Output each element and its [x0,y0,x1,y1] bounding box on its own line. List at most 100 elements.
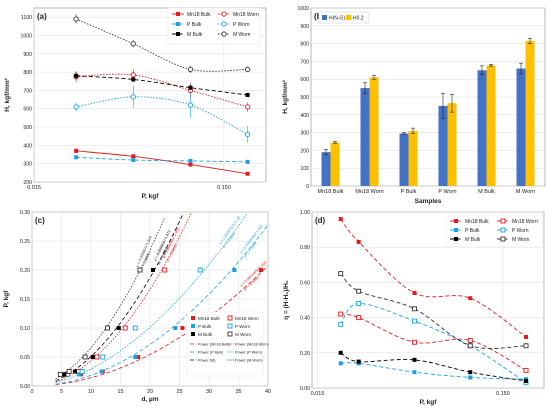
panel-a-data-point [74,155,79,160]
panel-b-legend-swatch [322,15,327,20]
panel-d-data-point [523,343,529,349]
panel-b-ytick-label: 800 [300,42,309,48]
panel-d-xtick-label: 0.150 [496,391,510,397]
panel-c-legend-label: P Bulk [198,324,212,329]
panel-d-data-point [412,306,417,312]
panel-a-series-line [76,156,248,163]
panel-c-legend-label: Power (P Bulk) [198,351,224,355]
panel-a-legend-label: P Bulk [187,22,202,28]
panel-c-legend-marker [191,332,195,336]
panel-d-data-point [467,338,473,343]
panel-d-data-point [338,311,344,317]
panel-d-data-point [412,370,417,375]
panel-a-hardness-vs-load: 200 300 400 500 600 700 800 900 1000 1100 0.015 0.1… [4,7,267,200]
panel-c-fit-r2: R² = 0.9969 [139,253,150,272]
panel-c-ytick-label: 0.05 [20,355,30,361]
panel-c-ytick-label: 0.00 [20,384,30,390]
panel-d-data-point [524,334,529,339]
panel-c-fit-curve [55,217,166,380]
panel-b-legend-label: H0.2 [353,16,364,22]
panel-c-data-point [150,268,155,272]
panel-c-xtick-label: 10 [88,389,94,395]
panel-c-ytick-label: 0.25 [20,239,30,245]
panel-b-ytick-label: 300 [300,131,309,137]
panel-d-data-point [356,315,362,321]
panel-b-legend-label: H(N-G) [329,16,345,22]
panel-b-ytick-label: 500 [300,95,309,101]
panel-a-ytick-label: 400 [23,143,32,149]
panel-d-legend-marker [500,218,506,224]
panel-c-data-point [116,326,121,330]
panel-a-data-point [73,16,79,22]
panel-c-ytick-label: 0.20 [20,268,30,274]
panel-c-xtick-label: 30 [206,389,212,395]
panel-c-legend-marker [191,316,195,320]
panel-d-data-point [468,375,473,380]
panel-d-legend-label: Mn18 Worn [512,219,538,225]
panel-c-xtick-label: 0 [30,389,33,395]
panel-d-xtick-label: 0.015 [311,391,325,397]
panel-c-fit-curve [55,212,248,384]
panel-a-ytick-label: 600 [23,107,32,113]
panel-d-legend-label: M Bulk [465,237,481,243]
panel-c-data-point [197,267,203,273]
panel-a-ytick-label: 1100 [21,15,32,21]
panel-a-data-point [74,148,79,153]
panel-c-data-point [173,326,178,330]
panel-c-data-point [232,268,237,272]
panel-d-data-point [468,370,473,375]
panel-d-data-point [338,350,343,355]
panel-a-ytick-label: 500 [23,125,32,131]
panel-c-legend-box [186,311,264,377]
panel-a-legend-marker [176,12,180,16]
panel-a-legend-label: P Worn [233,22,250,28]
panel-a-legend-marker [176,22,180,26]
panel-d-legend-box [445,214,543,248]
panel-a-ytick-label: 200 [23,180,32,186]
panel-a-xtick-label: 0.150 [217,185,231,191]
panel-a-y-axis-title: H, kgf/mm² [4,77,11,111]
panel-a-legend-marker [221,21,227,27]
panel-c-legend-label: Mn18 Worn [235,316,259,321]
panel-c-fit-r2: R² = 0.9955 [166,244,178,263]
panel-b-hardness-bar-chart: 01002003004005006007008009001000(b)Sampl… [282,6,546,205]
panel-d-legend-label: P Worn [512,228,529,234]
panel-a-label: (a) [37,12,47,21]
panel-d-data-point [356,288,362,294]
panel-c-xtick-label: 25 [176,389,182,395]
panel-c-data-point [73,369,78,374]
panel-c-data-point [62,372,67,377]
panel-a-legend-marker [221,11,227,17]
panel-b-bar [360,88,370,186]
panel-d-label: (d) [315,216,326,225]
panel-b-category-label: M Bulk [478,189,495,195]
panel-a-data-point [244,104,251,110]
panel-c-data-point [258,268,263,272]
panel-a-legend-marker [176,32,180,36]
panel-c-legend-marker [227,331,233,337]
panel-c-data-point [122,325,128,331]
panel-a-x-axis-title: P, kgf [142,193,160,200]
panel-b-ytick-label: 0 [306,184,309,190]
panel-d-legend-marker [454,237,458,241]
panel-a-data-point [244,66,251,73]
panel-c-legend-label: Mn18 Bulk [198,316,220,321]
panel-d-legend-label: P Bulk [465,228,480,234]
panel-c-ytick-label: 0.10 [20,326,30,332]
panel-d-ytick-label: 0.00 [300,386,310,392]
panel-d-legend-label: Mn18 Bulk [465,219,489,225]
panel-d-legend-label: M Worn [512,237,530,243]
panel-c-data-point [77,372,82,377]
panel-a-legend-label: M Bulk [187,32,203,38]
panel-c-legend-label: Power (M) [198,359,216,363]
panel-a-data-point [73,104,79,110]
panel-c-legend-marker [227,323,233,329]
panel-d-series-line [340,273,527,349]
panel-c-data-point [105,325,110,331]
panel-d-data-point [356,301,362,306]
panel-a-data-point [188,158,193,163]
panel-c-fit-curve [55,265,269,385]
panel-c-ytick-label: 0.30 [20,210,30,216]
panel-c-xtick-label: 15 [117,389,123,395]
